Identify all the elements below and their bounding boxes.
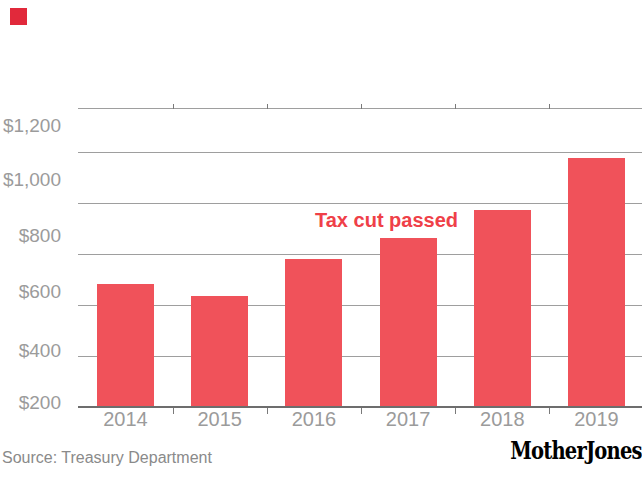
top-axis-tick: [173, 104, 174, 109]
gridline: [78, 203, 642, 204]
chart-canvas: $1,200 $1,000 $800 $600 $400 $200 2014 2015 2016…: [0, 0, 642, 482]
brand-mark-icon: [10, 8, 27, 25]
x-axis-label-2018: 2018: [462, 409, 542, 429]
x-axis-tick: [361, 408, 362, 414]
x-axis-label-2016: 2016: [274, 409, 354, 429]
x-axis-line: [78, 406, 642, 408]
gridline: [78, 305, 642, 306]
x-axis-tick: [267, 408, 268, 414]
bar-2019: [568, 158, 625, 407]
gridline: [78, 254, 642, 255]
x-axis-tick: [549, 408, 550, 414]
gridline: [78, 108, 642, 109]
bar-2014: [97, 284, 154, 407]
y-axis-label: $200: [0, 393, 61, 413]
top-axis-tick: [549, 104, 550, 109]
bar-2015: [191, 296, 248, 407]
bar-2016: [285, 259, 342, 407]
gridline: [78, 152, 642, 153]
annotation-tax-cut-passed: Tax cut passed: [315, 210, 458, 231]
y-axis-label: $600: [0, 282, 61, 302]
top-axis-tick: [455, 104, 456, 109]
x-axis-label-2019: 2019: [557, 409, 637, 429]
y-axis-label: $1,200: [0, 116, 61, 136]
bar-2017: [380, 238, 437, 407]
gridline: [78, 356, 642, 357]
x-axis-label-2014: 2014: [86, 409, 166, 429]
x-axis-tick: [173, 408, 174, 414]
y-axis-label: $800: [0, 226, 61, 246]
source-credit: Source: Treasury Department: [2, 449, 212, 467]
x-axis-label-2017: 2017: [368, 409, 448, 429]
bar-2018: [474, 210, 531, 407]
y-axis-label: $400: [0, 341, 61, 361]
x-axis-label-2015: 2015: [180, 409, 260, 429]
top-axis-tick: [361, 104, 362, 109]
mother-jones-logo: MotherJones: [510, 438, 642, 464]
top-axis-tick: [267, 104, 268, 109]
x-axis-tick: [455, 408, 456, 414]
y-axis-label: $1,000: [0, 170, 61, 190]
